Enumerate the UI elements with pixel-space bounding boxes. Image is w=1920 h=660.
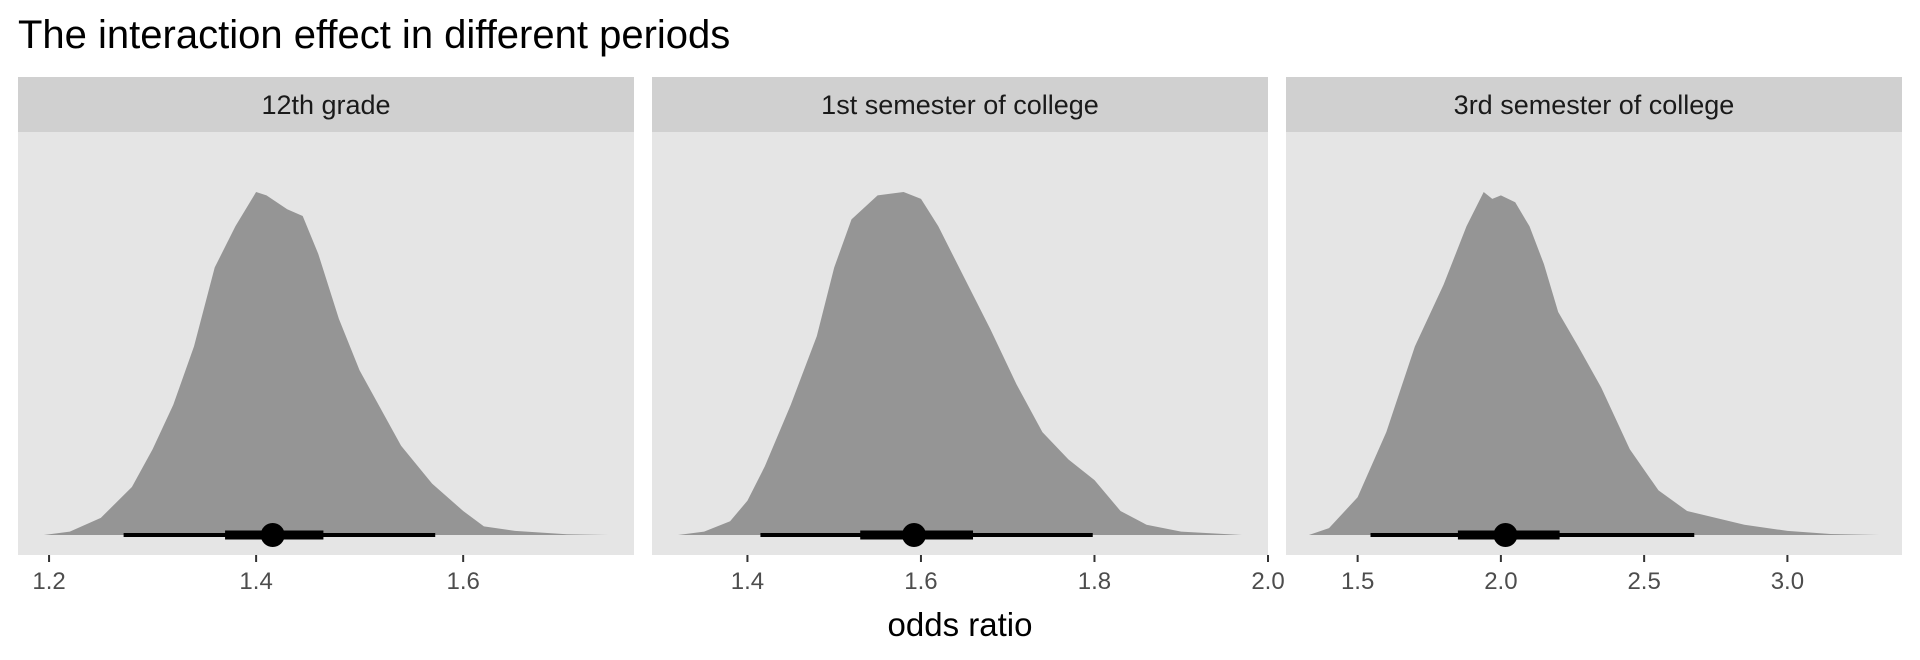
facet-panel: 12th grade 1.2 1.4 1.6: [18, 77, 634, 595]
x-tick-label: 2.0: [1251, 568, 1284, 595]
strip-label: 1st semester of college: [821, 90, 1099, 120]
strip-background: [1286, 77, 1902, 132]
x-tick-label: 1.5: [1341, 568, 1374, 595]
strip-label: 3rd semester of college: [1454, 90, 1735, 120]
x-tick-label: 1.2: [32, 568, 65, 595]
x-tick-label: 3.0: [1771, 568, 1804, 595]
point-estimate: [260, 523, 285, 547]
x-tick-label: 1.4: [239, 568, 272, 595]
density-area: [43, 192, 609, 535]
x-tick-label: 2.0: [1484, 568, 1517, 595]
chart-title: The interaction effect in different peri…: [18, 13, 730, 57]
point-estimate: [902, 523, 927, 547]
facet-panel: 3rd semester of college 1.5 2.0 2.5 3.0: [1286, 77, 1902, 595]
density-area: [1308, 192, 1880, 535]
point-estimate: [1493, 523, 1518, 547]
strip-label: 12th grade: [261, 90, 390, 120]
x-tick-label: 1.6: [446, 568, 479, 595]
x-tick-label: 1.6: [904, 568, 937, 595]
x-tick-label: 1.8: [1078, 568, 1111, 595]
x-axis-title: odds ratio: [888, 606, 1033, 643]
density-area: [678, 192, 1242, 535]
x-tick-label: 2.5: [1627, 568, 1660, 595]
x-tick-label: 1.4: [731, 568, 764, 595]
strip-background: [652, 77, 1268, 132]
facet-panel: 1st semester of college 1.4 1.6 1.8 2.0: [652, 77, 1285, 595]
strip-background: [18, 77, 634, 132]
